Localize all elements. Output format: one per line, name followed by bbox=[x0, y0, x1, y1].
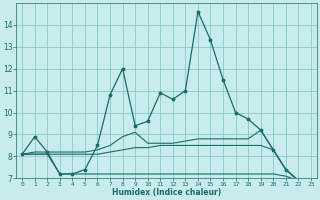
X-axis label: Humidex (Indice chaleur): Humidex (Indice chaleur) bbox=[112, 188, 221, 197]
